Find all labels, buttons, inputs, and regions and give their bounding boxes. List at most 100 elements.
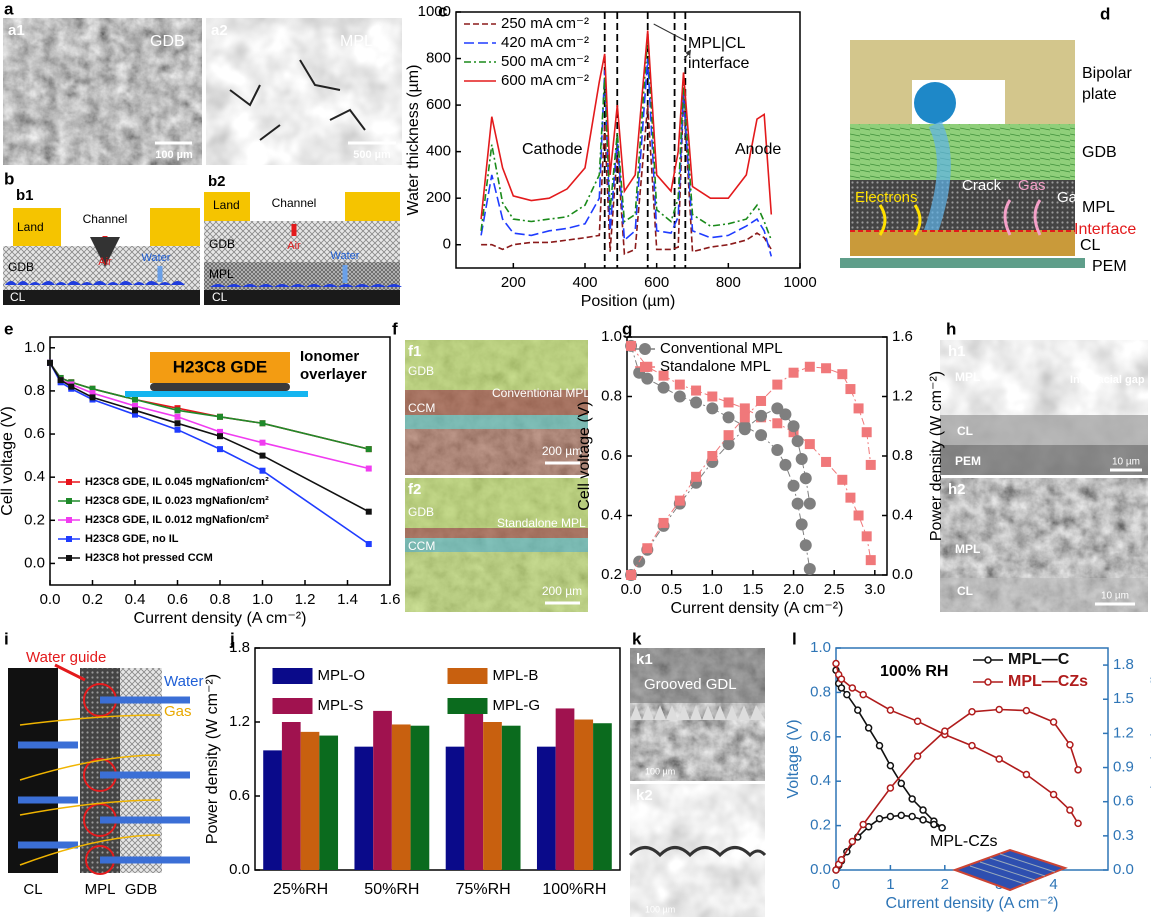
label: MPL: [1082, 199, 1115, 216]
label: 10 µm: [1112, 457, 1140, 468]
label: GDB: [125, 881, 158, 898]
y-tick-label: 0.0: [24, 554, 45, 571]
y-axis-label: Power density (W cm⁻²): [204, 674, 221, 844]
legend-swatch: [272, 698, 313, 714]
marker: [919, 806, 927, 814]
y2-tick-label: 0.0: [892, 566, 913, 583]
y2-tick-label: 1.8: [1113, 656, 1134, 673]
label: GDB: [408, 505, 434, 519]
grooves: [628, 846, 767, 858]
label: MPL: [955, 542, 980, 556]
label: a2: [211, 22, 228, 39]
marker: [1049, 718, 1058, 726]
guide-arrow: [54, 663, 86, 682]
marker: [259, 452, 266, 459]
bar: [574, 719, 594, 870]
legend-label: 250 mA cm⁻²: [501, 15, 589, 32]
marker: [995, 705, 1003, 714]
marker: [864, 724, 873, 732]
marker: [772, 379, 783, 390]
y-tick-label: 1.0: [810, 639, 831, 656]
marker: [848, 837, 857, 846]
marker: [779, 458, 792, 471]
y-tick-label: 1000: [418, 3, 451, 20]
cl-band: [940, 578, 1148, 612]
label: CL: [957, 584, 973, 598]
marker: [174, 426, 181, 433]
bar: [354, 746, 374, 870]
bar: [464, 712, 484, 870]
marker: [941, 727, 949, 735]
marker: [174, 407, 181, 414]
legend-marker: [66, 498, 72, 504]
marker: [799, 472, 812, 485]
label: GDB: [408, 364, 434, 378]
legend-label: H23C8 GDE, IL 0.023 mgNafion/cm²: [85, 495, 269, 507]
label: Channel: [83, 212, 128, 226]
marker: [854, 706, 862, 714]
legend-label: Conventional MPL: [660, 340, 783, 357]
bar: [391, 724, 411, 870]
marker: [791, 497, 804, 510]
x-tick-label: 100%RH: [542, 881, 606, 898]
legend-swatch: [272, 668, 313, 684]
gdb-overlay: [405, 478, 588, 528]
marker: [739, 412, 750, 423]
panel-a: [3, 18, 402, 165]
marker: [859, 690, 867, 699]
label: Electrons: [855, 189, 918, 206]
data-line: [480, 58, 773, 257]
panel-letter: e: [4, 319, 13, 338]
panel-letter: l: [792, 629, 797, 648]
legend-label: H23C8 GDE, no IL: [85, 533, 179, 545]
x-tick-label: 1.6: [380, 591, 401, 608]
marker: [642, 543, 653, 554]
panel-k: [628, 648, 767, 917]
marker: [132, 411, 138, 418]
gas-arrows: [1003, 199, 1042, 236]
x-tick-label: 0.5: [661, 581, 682, 598]
cl-band: [940, 415, 1148, 445]
bar: [501, 725, 521, 870]
label: 200 µm: [542, 444, 582, 458]
marker: [626, 340, 637, 351]
bar: [300, 731, 320, 870]
x-tick-label: 0.6: [167, 591, 188, 608]
y-tick-label: 200: [426, 189, 451, 206]
x-tick-label: 0.4: [125, 591, 146, 608]
marker: [865, 459, 876, 470]
marker: [837, 369, 848, 380]
inset-plate-grid: [969, 853, 1056, 885]
mpl-overlay: [405, 429, 588, 475]
gdb-overlay: [405, 340, 588, 390]
panel-letter: b: [4, 169, 14, 188]
legend-label: 500 mA cm⁻²: [501, 53, 589, 70]
marker: [132, 407, 138, 414]
mpl-overlay: [405, 390, 588, 415]
y-tick-label: 0.0: [810, 861, 831, 878]
marker: [723, 430, 734, 441]
marker: [913, 752, 922, 760]
legend-marker: [984, 656, 992, 664]
label: MPL: [955, 370, 980, 384]
label: b2: [208, 173, 226, 190]
x-tick-label: 0.0: [621, 581, 642, 598]
bar: [593, 723, 612, 870]
annotation: 100% RH: [880, 663, 948, 680]
label: h2: [948, 481, 966, 498]
legend-marker: [66, 517, 72, 523]
y2-tick-label: 1.2: [1113, 724, 1134, 741]
x-axis-label: Current density (A cm⁻²): [886, 895, 1059, 912]
marker: [804, 361, 815, 372]
label: 100 µm: [645, 766, 675, 776]
marker: [791, 435, 804, 448]
y-tick-label: 0: [443, 236, 451, 253]
x-tick-label: 0.0: [40, 591, 61, 608]
x-tick-label: 0: [832, 876, 840, 893]
data-line: [630, 345, 811, 570]
label: f2: [408, 481, 421, 498]
legend-label: MPL—CZs: [1008, 673, 1088, 690]
y-axis-label: Cell voltage (V): [0, 406, 16, 515]
marker: [691, 385, 702, 396]
